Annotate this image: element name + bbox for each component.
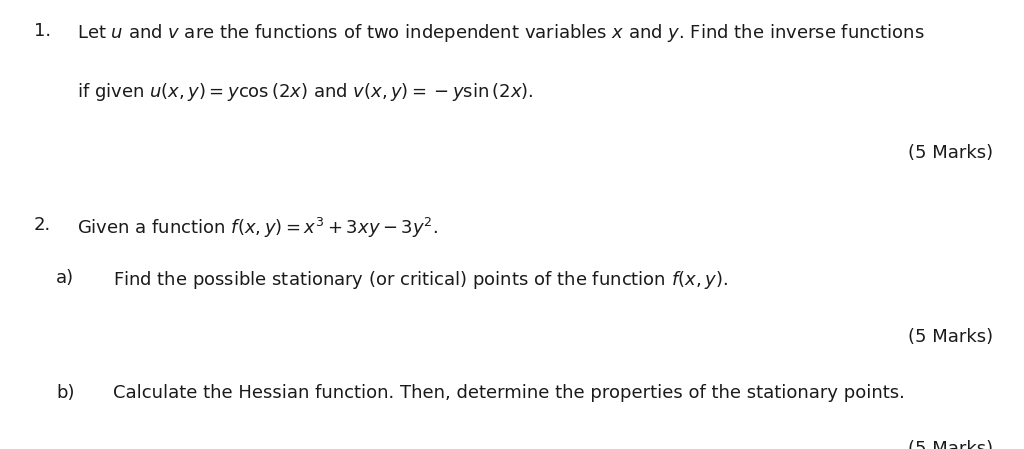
Text: (5 Marks): (5 Marks)	[908, 328, 993, 346]
Text: (5 Marks): (5 Marks)	[908, 440, 993, 449]
Text: Calculate the Hessian function. Then, determine the properties of the stationary: Calculate the Hessian function. Then, de…	[113, 384, 904, 402]
Text: a): a)	[56, 269, 75, 287]
Text: (5 Marks): (5 Marks)	[908, 144, 993, 162]
Text: b): b)	[56, 384, 75, 402]
Text: Find the possible stationary (or critical) points of the function $f\left(x,y\ri: Find the possible stationary (or critica…	[113, 269, 727, 291]
Text: 2.: 2.	[34, 216, 51, 233]
Text: 1.: 1.	[34, 22, 51, 40]
Text: Given a function $f\left(x,y\right)=x^{3}+3xy-3y^{2}.$: Given a function $f\left(x,y\right)=x^{3…	[77, 216, 437, 240]
Text: if given $u\left(x,y\right)=y\cos\left(2x\right)$ and $v\left(x,y\right)=-y\sin\: if given $u\left(x,y\right)=y\cos\left(2…	[77, 81, 534, 103]
Text: Let $u$ and $v$ are the functions of two independent variables $x$ and $y$. Find: Let $u$ and $v$ are the functions of two…	[77, 22, 925, 44]
